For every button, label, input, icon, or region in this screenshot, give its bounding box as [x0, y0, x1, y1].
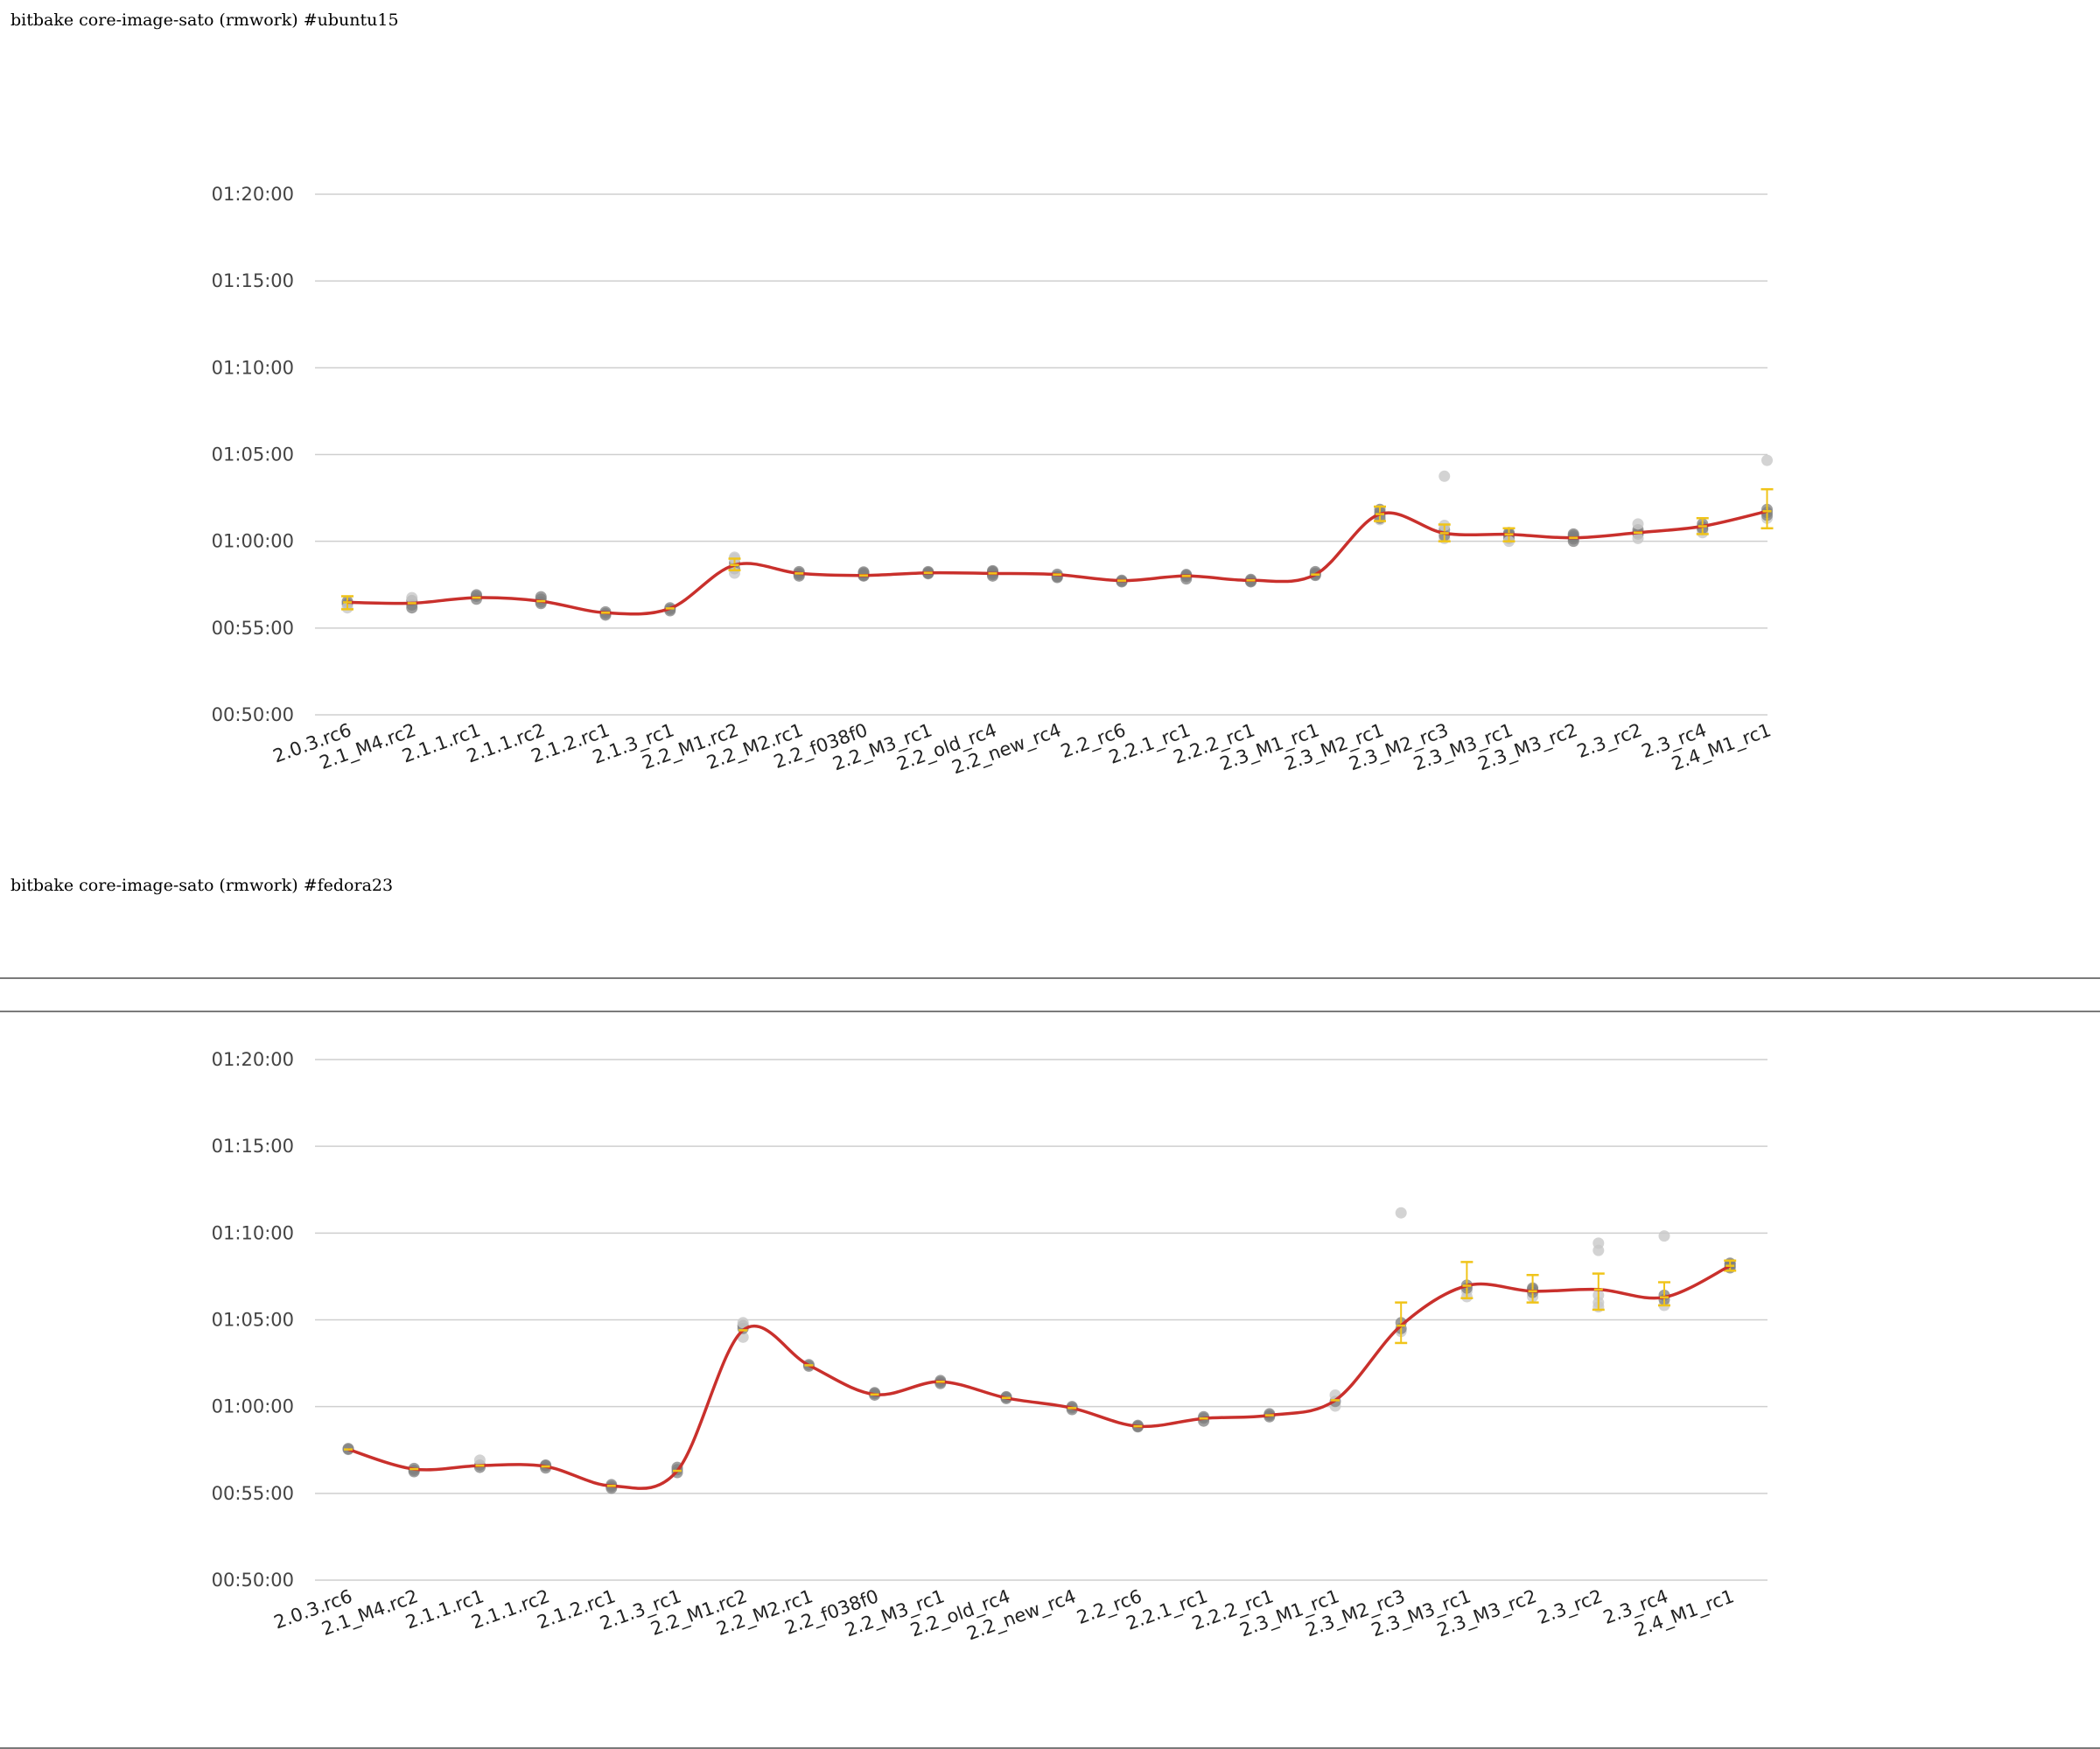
chart-title-ubuntu15: bitbake core-image-sato (rmwork) #ubuntu…	[10, 10, 399, 30]
y-tick-label: 01:20:00	[212, 1049, 294, 1070]
x-tick-label: 2.3_rc2	[1535, 1585, 1606, 1629]
y-tick-label: 00:55:00	[212, 1483, 294, 1504]
divider-middle	[0, 1011, 2100, 1012]
run-point	[406, 591, 418, 604]
y-tick-label: 00:50:00	[212, 1570, 294, 1591]
chart-title-fedora23: bitbake core-image-sato (rmwork) #fedora…	[10, 876, 394, 895]
run-point	[1658, 1230, 1670, 1242]
run-point	[406, 602, 418, 614]
y-tick-label: 00:55:00	[212, 618, 294, 639]
y-tick-label: 01:15:00	[212, 1136, 294, 1157]
chart-ubuntu15: 00:50:00 00:55:00 01:00:00 01:05:00 01:10:00…	[212, 184, 1774, 779]
y-tick-label: 01:20:00	[212, 184, 294, 205]
y-tick-label: 00:50:00	[212, 704, 294, 725]
divider-bottom	[0, 1747, 2100, 1749]
y-tick-label: 01:00:00	[212, 531, 294, 552]
run-point	[1592, 1237, 1605, 1249]
run-point	[1632, 518, 1644, 530]
trend-line	[347, 1264, 1731, 1490]
run-point	[473, 1454, 486, 1466]
y-tick-label: 01:10:00	[212, 1222, 294, 1243]
divider-top	[0, 977, 2100, 979]
run-point	[737, 1317, 749, 1329]
y-tick-label: 01:00:00	[212, 1396, 294, 1417]
run-point	[1395, 1207, 1407, 1219]
y-tick-label: 01:10:00	[212, 357, 294, 378]
y-tick-label: 01:15:00	[212, 270, 294, 291]
y-tick-label: 01:05:00	[212, 1310, 294, 1331]
run-point	[1761, 454, 1773, 466]
y-tick-label: 01:05:00	[212, 444, 294, 465]
run-point	[729, 551, 740, 563]
run-point	[1438, 470, 1451, 482]
run-point	[1632, 532, 1644, 544]
